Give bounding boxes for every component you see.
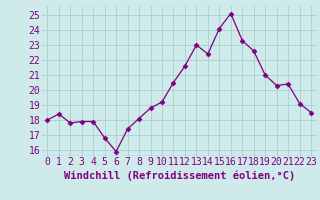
X-axis label: Windchill (Refroidissement éolien,°C): Windchill (Refroidissement éolien,°C) — [64, 170, 295, 181]
